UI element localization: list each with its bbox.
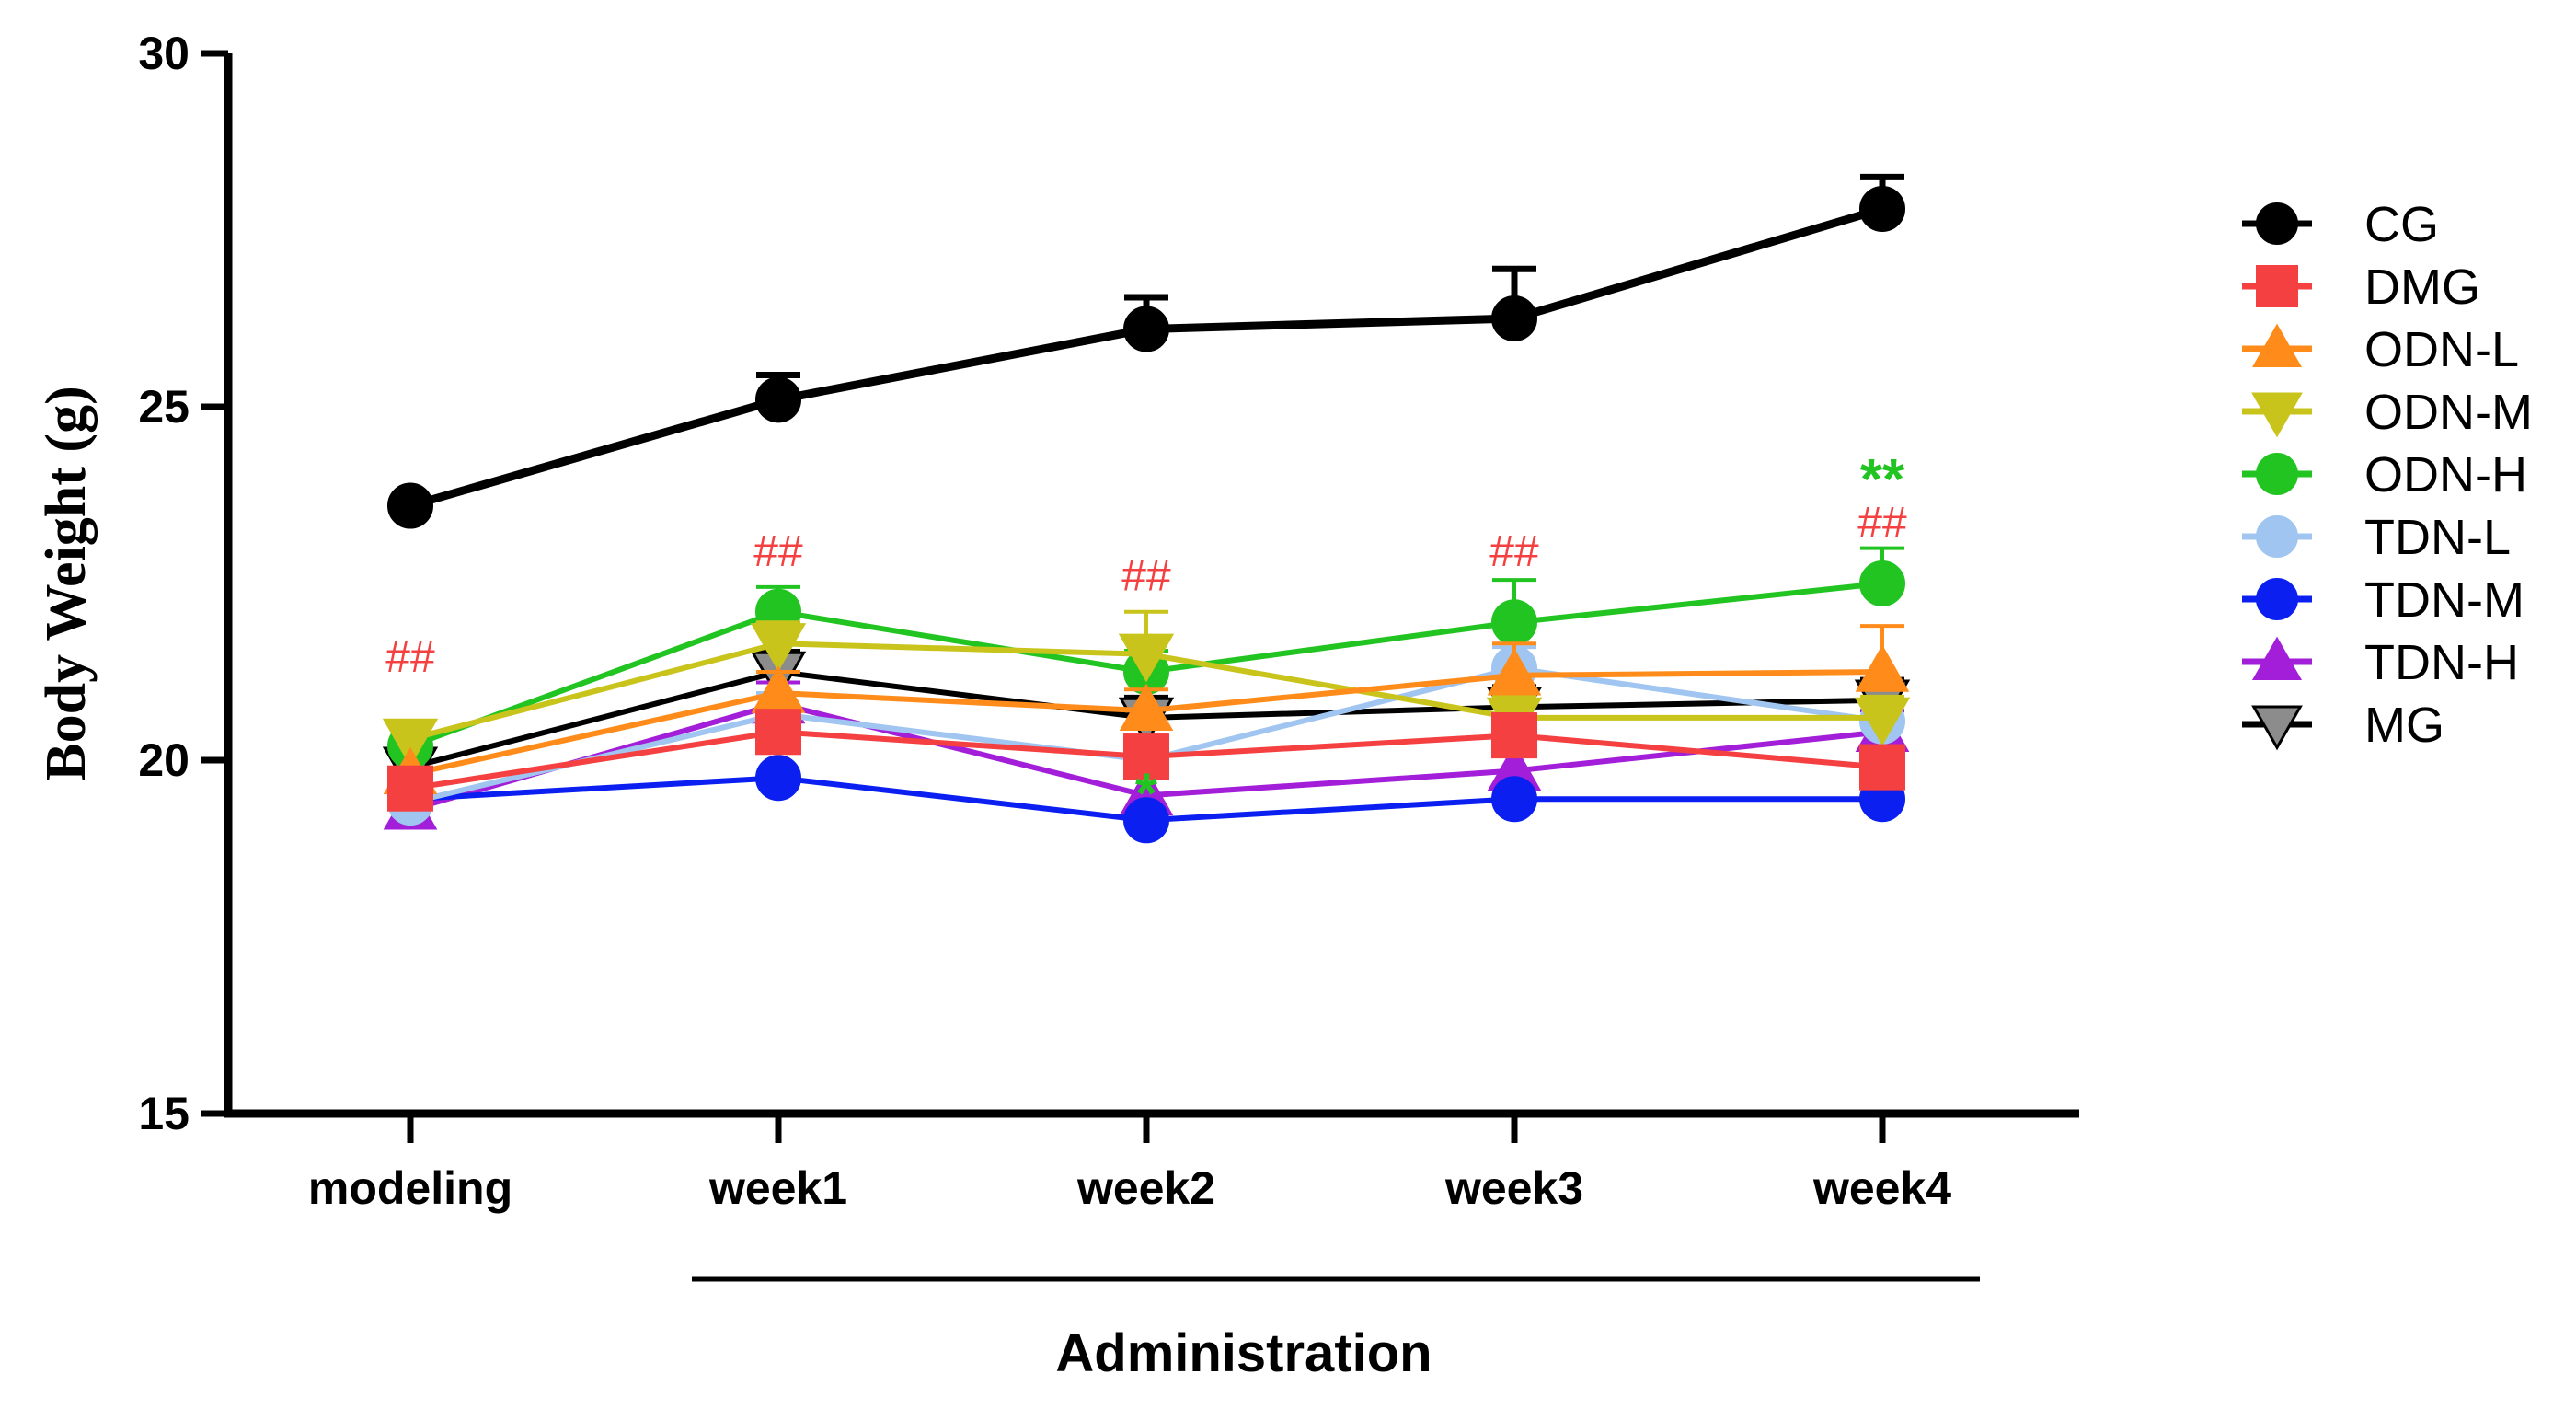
legend-item-tdn-m: TDN-M	[2242, 572, 2524, 628]
x-axis-label: Administration	[1055, 1323, 1432, 1383]
annotation-label: ##	[1489, 527, 1539, 576]
annotation-label: **	[1860, 448, 1905, 512]
legend-label: ODN-H	[2364, 447, 2527, 502]
y-tick-label: 25	[138, 381, 190, 433]
data-point	[1491, 712, 1537, 759]
data-point	[382, 718, 439, 768]
x-ticks: modeling week1 week2 week3 week4	[308, 1114, 1951, 1214]
annotation-label: ##	[385, 633, 435, 682]
data-point	[1123, 306, 1169, 352]
legend-item-odn-m: ODN-M	[2242, 385, 2533, 440]
legend-marker	[2251, 392, 2303, 438]
legend-item-tdn-h: TDN-H	[2242, 635, 2519, 690]
annotation-label: ##	[1121, 552, 1171, 601]
legend-item-odn-l: ODN-L	[2242, 322, 2519, 377]
series-dmg	[387, 709, 1905, 812]
legend-label: ODN-L	[2364, 322, 2519, 377]
legend-marker	[2256, 578, 2298, 620]
x-tick-label: week3	[1444, 1162, 1583, 1214]
data-point	[1859, 560, 1905, 606]
data-point	[1491, 776, 1537, 823]
data-point	[1491, 599, 1537, 646]
annotations: ##########***	[385, 448, 1907, 826]
legend-marker	[2256, 265, 2298, 307]
data-point	[755, 709, 801, 756]
data-point	[1859, 185, 1905, 232]
data-point	[755, 755, 801, 802]
x-tick-label: week2	[1076, 1162, 1215, 1214]
data-point	[1855, 644, 1910, 692]
legend-label: MG	[2364, 698, 2444, 753]
legend-label: TDN-H	[2364, 635, 2519, 690]
data-point	[750, 623, 807, 672]
legend-marker	[2256, 453, 2298, 495]
legend-label: TDN-L	[2364, 510, 2511, 565]
x-tick-label: week1	[708, 1162, 847, 1214]
series-line	[408, 204, 1884, 510]
legend-marker	[2256, 515, 2298, 558]
annotation-label: *	[1135, 763, 1158, 826]
data-point	[387, 482, 433, 529]
y-tick-label: 20	[138, 734, 190, 786]
data-point	[1118, 633, 1175, 683]
x-tick-label: modeling	[308, 1162, 512, 1214]
data-point	[1491, 295, 1537, 341]
axes	[224, 53, 2079, 1118]
y-axis-label: Body Weight (g)	[35, 386, 98, 780]
y-ticks: 15 20 25 30	[138, 28, 228, 1139]
data-point	[1487, 648, 1542, 696]
legend-item-mg: MG	[2242, 698, 2444, 753]
data-point	[755, 376, 801, 423]
legend-item-dmg: DMG	[2242, 260, 2480, 315]
data-point	[1119, 683, 1174, 731]
data-point	[1859, 744, 1905, 791]
annotation-label: ##	[1857, 499, 1907, 548]
legend-item-tdn-l: TDN-L	[2242, 510, 2511, 565]
y-tick-label: 15	[138, 1088, 190, 1139]
data-point	[1123, 733, 1169, 780]
x-tick-label: week4	[1812, 1162, 1951, 1214]
data-point	[1123, 797, 1169, 844]
series-cg	[387, 173, 1905, 529]
legend-marker	[2256, 202, 2298, 245]
data-point	[1854, 697, 1911, 746]
legend-label: CG	[2364, 197, 2439, 252]
data-point	[387, 765, 433, 812]
series-layer	[382, 173, 1911, 844]
legend-label: ODN-M	[2364, 385, 2533, 440]
legend: CG DMG ODN-L ODN-M ODN-H TDN-L TDN-M TDN-H MG	[2242, 197, 2533, 753]
legend-item-odn-h: ODN-H	[2242, 447, 2527, 502]
annotation-label: ##	[753, 527, 803, 576]
legend-item-cg: CG	[2242, 197, 2439, 252]
legend-label: DMG	[2364, 260, 2480, 315]
legend-marker	[2251, 705, 2303, 751]
y-tick-label: 30	[138, 28, 190, 79]
x-group: Administration	[692, 1276, 1980, 1383]
legend-label: TDN-M	[2364, 572, 2524, 628]
legend-marker	[2251, 323, 2303, 367]
legend-marker	[2251, 636, 2303, 680]
